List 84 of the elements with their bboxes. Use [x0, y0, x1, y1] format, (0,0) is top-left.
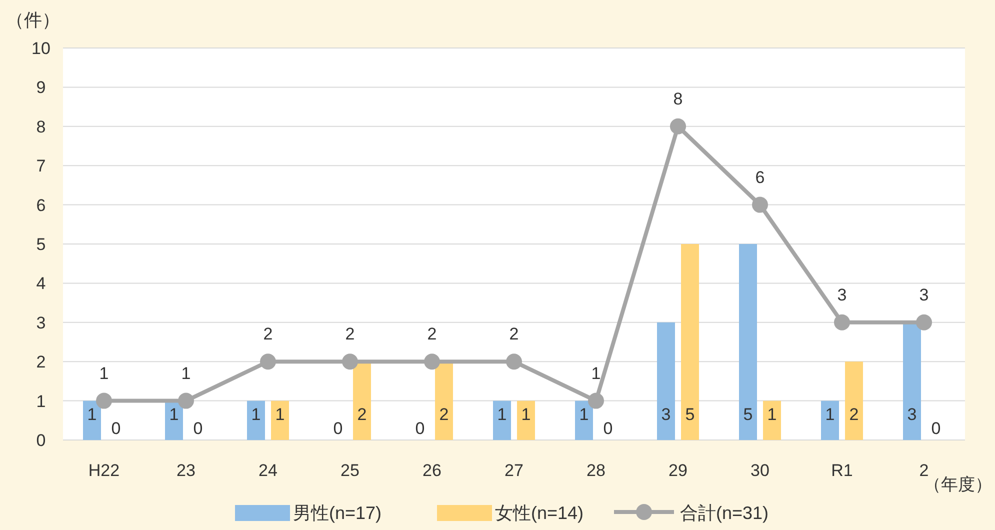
bar: [845, 362, 863, 440]
data-label: 1: [251, 405, 261, 424]
data-label: 1: [169, 405, 179, 424]
bar: [247, 400, 265, 440]
y-tick-label: 2: [36, 352, 46, 372]
data-label: 3: [837, 285, 847, 304]
point: [506, 354, 522, 370]
bar: [903, 322, 921, 440]
y-tick-label: 4: [36, 274, 46, 294]
point: [916, 314, 932, 330]
bar: [821, 400, 839, 440]
data-label: 2: [439, 405, 449, 424]
bar: [681, 244, 699, 440]
data-label: 6: [755, 168, 765, 187]
data-label: 1: [579, 405, 589, 424]
legend-label: 女性(n=14): [495, 503, 584, 523]
point: [260, 354, 276, 370]
data-label: 2: [509, 324, 519, 344]
point: [424, 354, 440, 370]
bar: [517, 400, 535, 440]
data-label: 1: [825, 405, 835, 424]
y-tick-label: 6: [36, 196, 46, 215]
point: [96, 392, 112, 409]
data-label: 1: [99, 364, 109, 383]
data-label: 5: [743, 405, 753, 424]
point: [752, 196, 768, 213]
x-tick-label: 29: [668, 461, 688, 480]
point: [670, 118, 686, 134]
x-tick-label: H22: [88, 461, 120, 480]
data-label: 0: [111, 419, 121, 438]
point: [178, 392, 194, 409]
data-label: 8: [673, 89, 683, 108]
x-tick-label: 30: [750, 461, 770, 480]
data-label: 1: [591, 364, 601, 383]
data-label: 0: [333, 419, 343, 438]
x-tick-label: 26: [422, 461, 442, 480]
legend-label: 合計(n=31): [680, 503, 769, 523]
data-label: 1: [497, 405, 507, 424]
data-label: 1: [181, 364, 191, 383]
y-tick-label: 9: [36, 78, 46, 98]
x-tick-label: 27: [504, 461, 524, 480]
data-label: 0: [193, 419, 203, 438]
data-label: 5: [685, 405, 695, 424]
legend-label: 男性(n=17): [293, 503, 382, 523]
bar: [763, 400, 781, 440]
bar: [575, 400, 593, 440]
data-label: 0: [415, 419, 425, 438]
x-tick-label: R1: [831, 461, 853, 480]
data-label: 1: [87, 405, 97, 424]
bar: [493, 400, 511, 440]
bar: [657, 322, 675, 440]
bar: [739, 244, 757, 440]
data-label: 0: [931, 419, 941, 438]
point: [588, 392, 604, 409]
x-tick-label: 28: [586, 461, 606, 480]
point: [342, 354, 358, 370]
data-label: 2: [357, 405, 367, 424]
x-tick-label: 24: [258, 461, 278, 480]
data-label: 3: [919, 285, 929, 304]
y-tick-label: 10: [32, 39, 50, 58]
y-tick-label: 0: [36, 431, 46, 450]
y-tick-label: 5: [36, 235, 46, 254]
y-axis-title: （件）: [6, 10, 60, 30]
data-label: 1: [767, 405, 777, 424]
data-label: 3: [661, 405, 671, 424]
bar: [271, 400, 289, 440]
x-tick-label: 23: [176, 461, 196, 480]
y-tick-label: 1: [36, 392, 46, 411]
bar: [435, 362, 453, 440]
data-label: 3: [907, 405, 917, 424]
data-label: 2: [427, 324, 437, 344]
data-label: 0: [603, 419, 613, 438]
point: [834, 314, 850, 330]
bar: [83, 400, 101, 440]
data-label: 2: [263, 324, 273, 344]
data-label: 1: [275, 405, 285, 424]
y-tick-label: 3: [36, 313, 46, 332]
data-label: 2: [345, 324, 355, 344]
data-label: 2: [849, 405, 859, 424]
data-label: 1: [521, 405, 531, 424]
y-tick-label: 7: [36, 156, 46, 176]
y-tick-label: 8: [36, 117, 46, 136]
bar: [353, 362, 371, 440]
x-tick-label: 25: [340, 461, 360, 480]
